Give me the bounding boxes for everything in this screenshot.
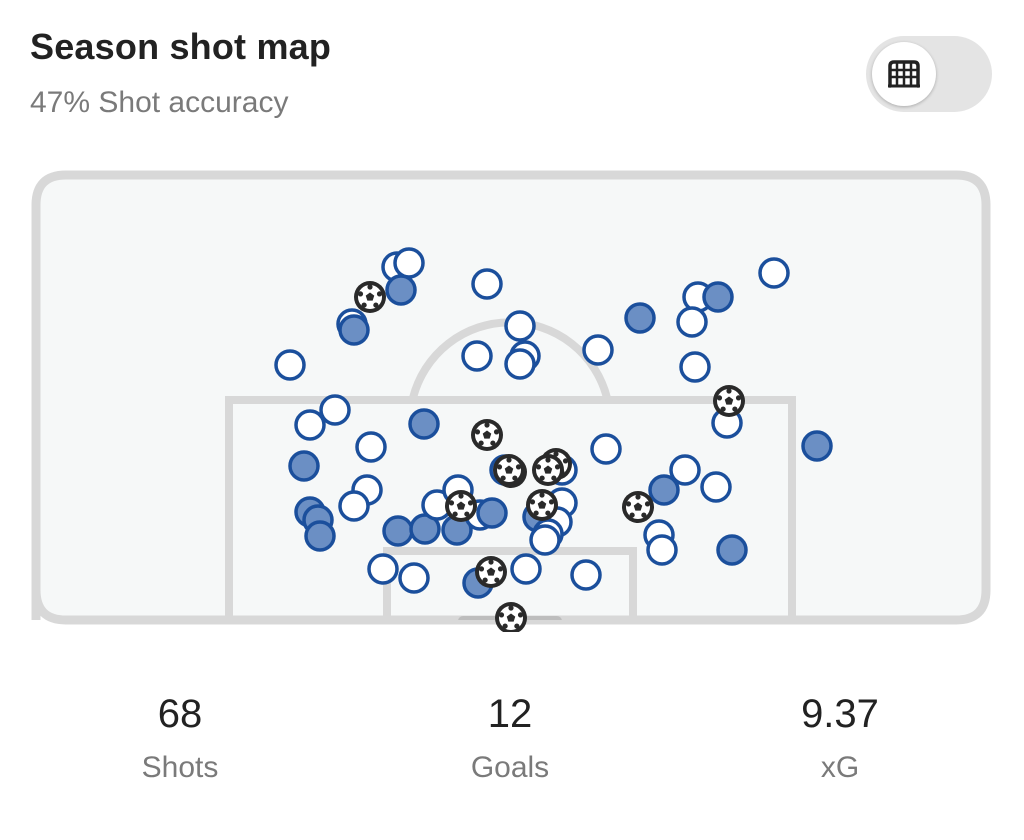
shot-on-target[interactable] [338,314,370,346]
pitch [31,170,991,625]
stat-xg: 9.37 xG [730,690,950,786]
shot-off-target[interactable] [367,553,399,585]
shot-off-target[interactable] [274,349,306,381]
goal-mouth [458,616,562,620]
stat-xg-value: 9.37 [801,692,879,736]
toggle-knob[interactable] [872,42,936,106]
stat-shots-value: 68 [157,692,203,736]
shot-off-target[interactable] [529,524,561,556]
goal-ball-icon[interactable] [713,385,745,417]
shot-off-target[interactable] [393,247,425,279]
goal-ball-icon[interactable] [493,454,525,486]
goal-ball-icon[interactable] [622,491,654,523]
stat-shots: 68 Shots [70,690,290,786]
shot-off-target[interactable] [504,348,536,380]
shot-off-target[interactable] [319,394,351,426]
stat-goals-value: 12 [487,692,533,736]
penalty-box [225,396,796,620]
shot-off-target[interactable] [338,490,370,522]
shot-on-target[interactable] [702,281,734,313]
shot-on-target[interactable] [624,302,656,334]
shot-on-target[interactable] [648,474,680,506]
six-yard-box [383,547,637,620]
shot-off-target[interactable] [294,409,326,441]
shot-on-target[interactable] [382,515,414,547]
shot-map [28,166,994,632]
goal-net-icon [888,60,920,88]
goal-ball-icon[interactable] [495,602,527,632]
shot-off-target[interactable] [510,553,542,585]
shot-off-target[interactable] [758,257,790,289]
stat-goals: 12 Goals [400,690,620,786]
goal-ball-icon[interactable] [445,490,477,522]
shot-off-target[interactable] [669,454,701,486]
shot-on-target[interactable] [476,497,508,529]
shot-off-target[interactable] [355,431,387,463]
shot-on-target[interactable] [288,450,320,482]
shot-off-target[interactable] [700,471,732,503]
shot-on-target[interactable] [408,408,440,440]
shot-off-target[interactable] [590,433,622,465]
shot-on-target[interactable] [304,520,336,552]
shot-off-target[interactable] [676,306,708,338]
stat-xg-label: xG [820,751,860,784]
shot-off-target[interactable] [570,559,602,591]
goal-ball-icon[interactable] [354,281,386,313]
view-toggle[interactable] [866,36,992,112]
goal-ball-icon[interactable] [471,419,503,451]
shot-accuracy-subtitle: 47% Shot accuracy [30,86,289,119]
shot-off-target[interactable] [461,340,493,372]
shot-off-target[interactable] [679,351,711,383]
goal-ball-icon[interactable] [526,489,558,521]
pitch-svg [31,170,991,632]
pitch-markings [225,318,796,620]
stat-shots-label: Shots [141,751,219,784]
shot-on-target[interactable] [801,430,833,462]
shot-off-target[interactable] [471,268,503,300]
goals-layer [354,281,745,632]
goal-ball-icon[interactable] [532,454,564,486]
shot-off-target[interactable] [504,310,536,342]
shots-layer [274,247,833,599]
shot-off-target[interactable] [582,334,614,366]
card-title: Season shot map [30,26,332,67]
shot-off-target[interactable] [398,562,430,594]
stat-goals-label: Goals [470,751,550,784]
goal-ball-icon[interactable] [475,556,507,588]
shot-on-target[interactable] [385,274,417,306]
shot-on-target[interactable] [716,534,748,566]
shot-off-target[interactable] [646,534,678,566]
